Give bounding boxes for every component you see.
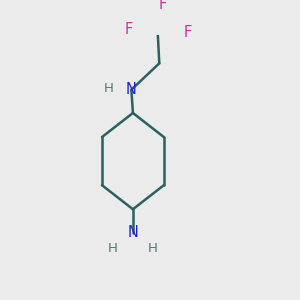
Text: F: F [183,25,191,40]
Text: N: N [128,225,138,240]
Text: H: H [148,242,158,255]
Text: F: F [158,0,166,12]
Text: F: F [124,22,132,37]
Text: N: N [126,82,137,97]
Text: H: H [104,82,114,95]
Text: H: H [108,242,118,255]
